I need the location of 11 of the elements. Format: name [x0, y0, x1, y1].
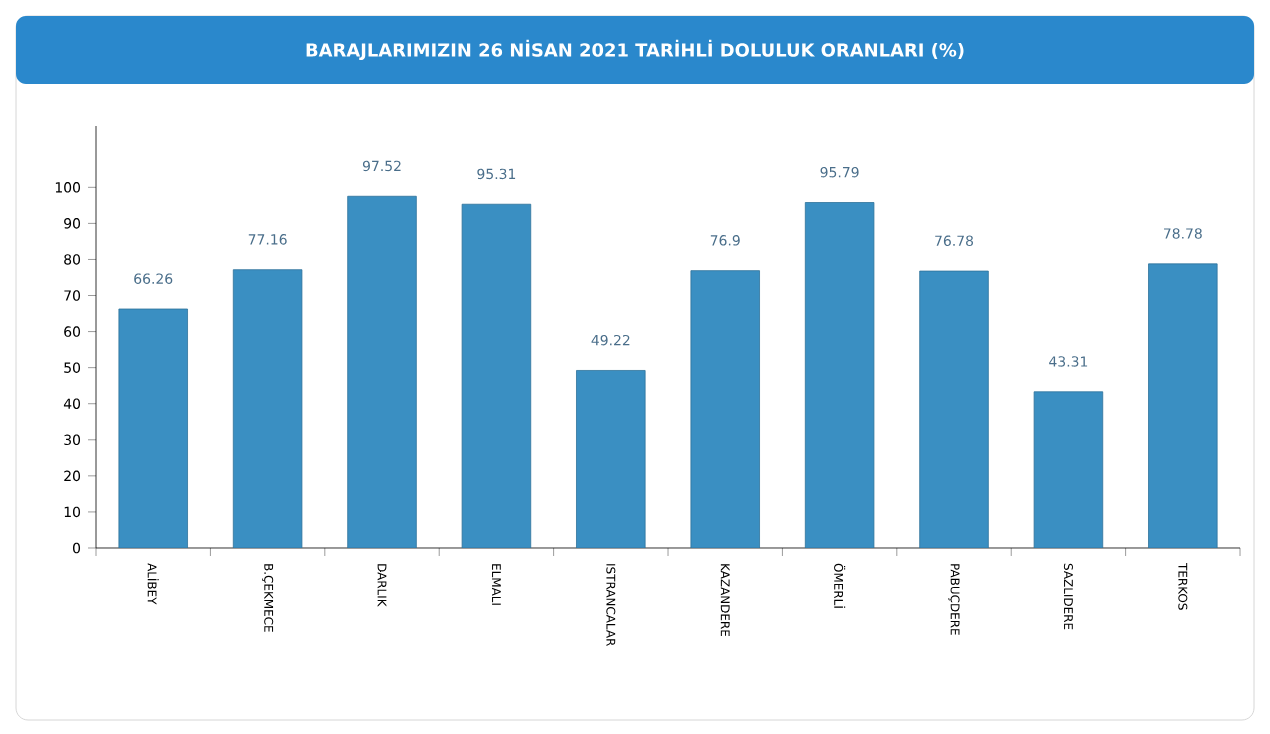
bar: [347, 195, 417, 548]
chart-title: BARAJLARIMIZIN 26 NİSAN 2021 TARİHLİ DOLULUK ORANLARI (%): [306, 39, 964, 61]
bar: [690, 270, 760, 548]
bar: [576, 370, 646, 548]
bar: [1033, 391, 1104, 548]
bar: [118, 308, 188, 548]
bar: [919, 270, 989, 548]
bar: [461, 203, 532, 548]
bar: [1148, 263, 1218, 548]
bar: [232, 269, 303, 548]
bar: [804, 202, 875, 548]
